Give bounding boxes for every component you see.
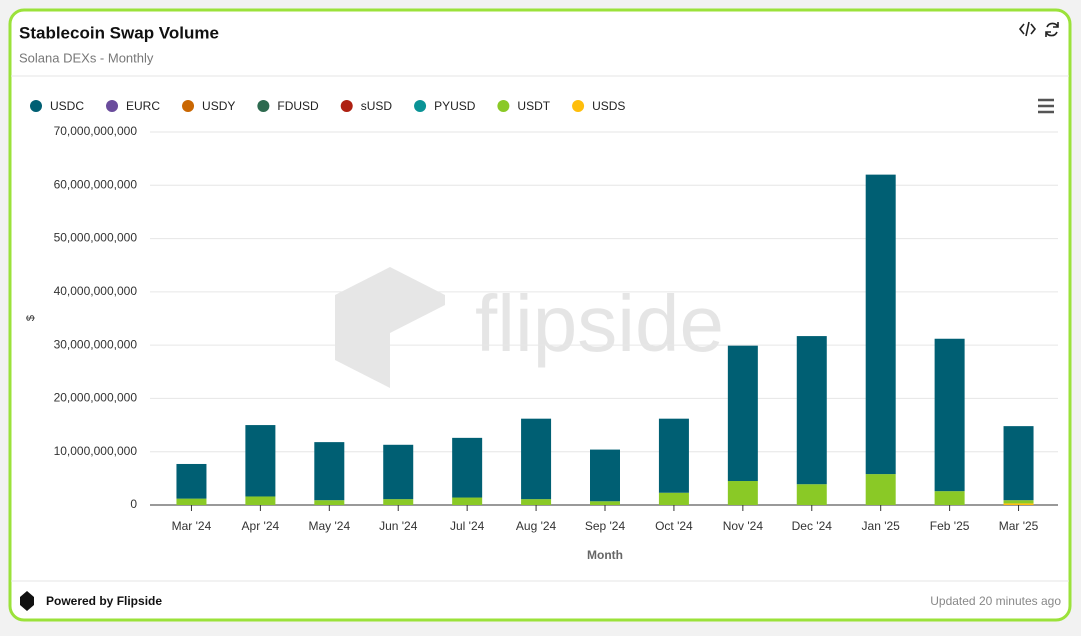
legend-marker bbox=[106, 100, 119, 112]
chart-subtitle: Solana DEXs - Monthly bbox=[19, 50, 154, 65]
bar-segment bbox=[1003, 503, 1034, 505]
bar-segment bbox=[658, 492, 689, 505]
menu-icon[interactable] bbox=[1038, 98, 1054, 114]
bar-segment bbox=[1003, 500, 1034, 504]
updated-text: Updated 20 minutes ago bbox=[930, 594, 1061, 608]
bar-segment bbox=[934, 338, 965, 492]
x-tick-label: Apr '24 bbox=[242, 519, 280, 533]
y-tick-label: 50,000,000,000 bbox=[54, 231, 138, 245]
x-tick-label: Sep '24 bbox=[585, 519, 626, 533]
watermark-logo bbox=[335, 267, 445, 388]
legend-marker bbox=[257, 100, 270, 112]
bar-segment bbox=[176, 498, 207, 505]
y-tick-label: 30,000,000,000 bbox=[54, 337, 138, 351]
x-tick-label: Feb '25 bbox=[930, 519, 970, 533]
y-tick-label: 60,000,000,000 bbox=[54, 177, 138, 191]
x-tick-label: Mar '25 bbox=[999, 519, 1039, 533]
x-tick-label: Jun '24 bbox=[379, 519, 418, 533]
bar-segment bbox=[521, 499, 552, 505]
legend-label: sUSD bbox=[361, 99, 393, 113]
y-tick-label: 0 bbox=[130, 497, 137, 511]
legend-marker bbox=[572, 100, 585, 112]
legend-marker bbox=[340, 100, 353, 112]
bar-segment bbox=[383, 499, 414, 505]
bar-segment bbox=[796, 336, 827, 485]
legend-label: EURC bbox=[126, 99, 160, 113]
bar-segment bbox=[314, 442, 345, 501]
legend-label: PYUSD bbox=[434, 99, 476, 113]
bar-segment bbox=[314, 500, 345, 505]
code-icon[interactable] bbox=[1018, 21, 1037, 37]
bar-segment bbox=[865, 474, 896, 505]
y-tick-label: 10,000,000,000 bbox=[54, 444, 138, 458]
legend-label: USDS bbox=[592, 99, 625, 113]
x-tick-label: Nov '24 bbox=[723, 519, 764, 533]
x-tick-label: Jan '25 bbox=[862, 519, 901, 533]
bar-segment bbox=[245, 425, 276, 497]
x-tick-label: Oct '24 bbox=[655, 519, 693, 533]
legend-marker bbox=[30, 100, 42, 112]
bar-segment bbox=[727, 345, 758, 482]
bar-segment bbox=[727, 481, 758, 505]
legend-marker bbox=[414, 100, 427, 112]
bar-segment bbox=[590, 501, 620, 505]
y-tick-label: 20,000,000,000 bbox=[54, 391, 138, 405]
bar-segment bbox=[590, 449, 620, 502]
bar-segment bbox=[245, 496, 276, 505]
bar-segment bbox=[658, 418, 689, 493]
legend-marker bbox=[182, 100, 195, 112]
bar-segment bbox=[934, 491, 965, 505]
bar-segment bbox=[452, 497, 483, 505]
legend-marker bbox=[497, 100, 510, 112]
x-tick-label: Jul '24 bbox=[450, 519, 485, 533]
bar-segment bbox=[1003, 426, 1034, 501]
bar-segment bbox=[796, 484, 827, 505]
x-tick-label: May '24 bbox=[308, 519, 350, 533]
y-tick-label: 70,000,000,000 bbox=[54, 124, 138, 138]
legend-label: FDUSD bbox=[277, 99, 319, 113]
bar-segment bbox=[176, 463, 207, 499]
refresh-icon[interactable] bbox=[1045, 22, 1059, 37]
footer-logo bbox=[20, 591, 34, 611]
chart-title: Stablecoin Swap Volume bbox=[19, 23, 219, 42]
x-tick-label: Aug '24 bbox=[516, 519, 557, 533]
legend-label: USDT bbox=[517, 99, 550, 113]
bar-segment bbox=[865, 174, 896, 475]
bar-segment bbox=[521, 418, 552, 500]
x-axis-label: Month bbox=[587, 548, 623, 562]
watermark: flipside bbox=[475, 279, 724, 368]
bar-segment bbox=[383, 444, 414, 500]
y-axis-label: $ bbox=[25, 315, 37, 321]
footer-text: Powered by Flipside bbox=[46, 594, 162, 608]
y-tick-label: 40,000,000,000 bbox=[54, 284, 138, 298]
bar-segment bbox=[452, 437, 483, 498]
legend-label: USDC bbox=[50, 99, 84, 113]
x-tick-label: Dec '24 bbox=[792, 519, 833, 533]
x-tick-label: Mar '24 bbox=[172, 519, 212, 533]
legend-label: USDY bbox=[202, 99, 235, 113]
